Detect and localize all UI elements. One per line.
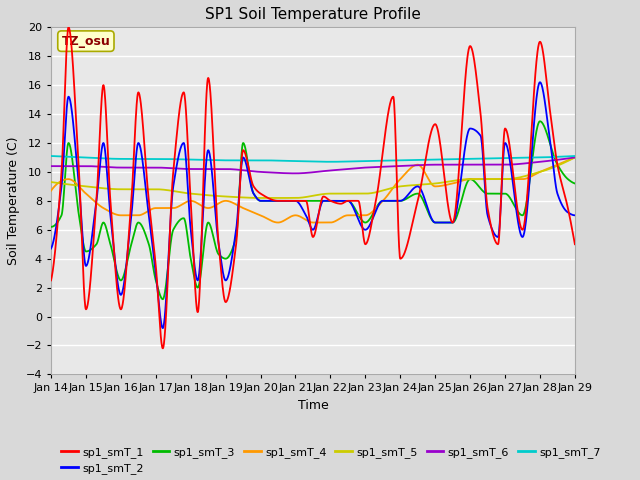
sp1_smT_6 — [571, 155, 579, 160]
sp1_smT_3 — [47, 224, 55, 230]
sp1_smT_3 — [270, 198, 278, 204]
sp1_smT_5 — [270, 195, 278, 201]
sp1_smT_5 — [280, 195, 288, 201]
Line: sp1_smT_4: sp1_smT_4 — [51, 157, 575, 223]
sp1_smT_4 — [290, 213, 298, 218]
sp1_smT_6 — [346, 166, 353, 172]
sp1_smT_3 — [536, 119, 544, 124]
sp1_smT_1 — [291, 198, 298, 204]
sp1_smT_3 — [290, 198, 298, 204]
sp1_smT_4 — [109, 210, 116, 216]
sp1_smT_5 — [257, 195, 264, 201]
Line: sp1_smT_6: sp1_smT_6 — [51, 157, 575, 173]
sp1_smT_7 — [326, 159, 334, 165]
sp1_smT_1 — [88, 260, 96, 266]
X-axis label: Time: Time — [298, 399, 328, 412]
sp1_smT_2 — [280, 198, 288, 204]
sp1_smT_5 — [346, 191, 353, 196]
Line: sp1_smT_7: sp1_smT_7 — [51, 156, 575, 162]
sp1_smT_5 — [571, 155, 579, 160]
sp1_smT_3 — [159, 296, 166, 302]
Legend: sp1_smT_1, sp1_smT_2, sp1_smT_3, sp1_smT_4, sp1_smT_5, sp1_smT_6, sp1_smT_7: sp1_smT_1, sp1_smT_2, sp1_smT_3, sp1_smT… — [56, 443, 605, 479]
sp1_smT_7 — [571, 153, 579, 159]
sp1_smT_6 — [88, 163, 95, 169]
sp1_smT_1 — [159, 346, 166, 351]
sp1_smT_6 — [109, 165, 116, 170]
Title: SP1 Soil Temperature Profile: SP1 Soil Temperature Profile — [205, 7, 421, 22]
sp1_smT_2 — [109, 237, 116, 242]
Line: sp1_smT_2: sp1_smT_2 — [51, 82, 575, 328]
sp1_smT_5 — [47, 179, 55, 185]
sp1_smT_3 — [571, 180, 579, 186]
sp1_smT_1 — [270, 197, 278, 203]
sp1_smT_6 — [47, 163, 55, 169]
sp1_smT_2 — [571, 213, 579, 218]
sp1_smT_4 — [280, 217, 288, 223]
sp1_smT_3 — [109, 251, 116, 257]
sp1_smT_2 — [290, 198, 298, 204]
Text: TZ_osu: TZ_osu — [61, 35, 110, 48]
sp1_smT_7 — [280, 158, 288, 164]
sp1_smT_6 — [291, 170, 299, 176]
sp1_smT_2 — [270, 198, 278, 204]
sp1_smT_3 — [88, 246, 95, 252]
sp1_smT_1 — [571, 241, 579, 247]
sp1_smT_5 — [290, 195, 298, 201]
sp1_smT_1 — [346, 198, 354, 204]
sp1_smT_5 — [88, 184, 95, 190]
sp1_smT_1 — [47, 277, 55, 283]
Line: sp1_smT_1: sp1_smT_1 — [51, 27, 575, 348]
sp1_smT_4 — [269, 219, 277, 225]
sp1_smT_4 — [309, 220, 317, 226]
sp1_smT_7 — [88, 155, 95, 161]
sp1_smT_6 — [290, 170, 298, 176]
sp1_smT_7 — [346, 158, 353, 164]
sp1_smT_1 — [109, 237, 117, 243]
sp1_smT_7 — [109, 156, 116, 162]
sp1_smT_2 — [47, 246, 55, 252]
sp1_smT_7 — [290, 158, 298, 164]
sp1_smT_7 — [269, 157, 277, 163]
Line: sp1_smT_3: sp1_smT_3 — [51, 121, 575, 299]
sp1_smT_1 — [65, 24, 72, 30]
sp1_smT_4 — [346, 213, 353, 218]
sp1_smT_2 — [159, 325, 166, 331]
sp1_smT_2 — [346, 199, 353, 204]
sp1_smT_2 — [88, 237, 95, 243]
sp1_smT_1 — [281, 198, 289, 204]
sp1_smT_6 — [280, 170, 288, 176]
sp1_smT_2 — [536, 79, 544, 85]
sp1_smT_7 — [47, 153, 55, 159]
sp1_smT_3 — [280, 198, 288, 204]
sp1_smT_4 — [47, 188, 55, 193]
Line: sp1_smT_5: sp1_smT_5 — [51, 157, 575, 198]
sp1_smT_5 — [109, 186, 116, 192]
sp1_smT_4 — [571, 155, 579, 160]
Y-axis label: Soil Temperature (C): Soil Temperature (C) — [7, 137, 20, 265]
sp1_smT_4 — [88, 196, 95, 202]
sp1_smT_3 — [346, 198, 353, 204]
sp1_smT_6 — [269, 170, 277, 176]
